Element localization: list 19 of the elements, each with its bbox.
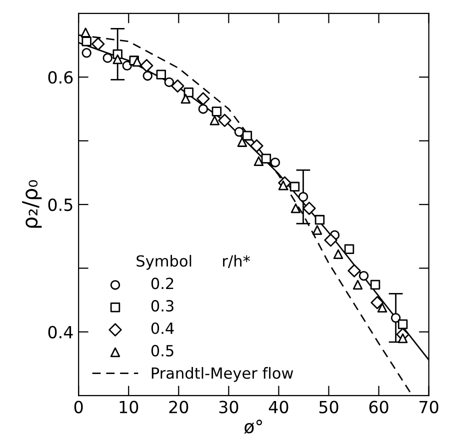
x-tick-label: 40 bbox=[268, 400, 288, 414]
x-tick-label: 30 bbox=[219, 400, 238, 414]
y-tick-label: 0.6 bbox=[48, 71, 73, 84]
x-axis-title: ø° bbox=[244, 420, 262, 434]
x-tick-label: 10 bbox=[120, 400, 138, 414]
legend-label: 0.2 bbox=[151, 278, 174, 290]
x-tick-label: 20 bbox=[169, 400, 188, 414]
x-tick-label: 70 bbox=[420, 400, 438, 414]
x-tick-label: 60 bbox=[369, 400, 388, 414]
legend-label: 0.4 bbox=[151, 322, 174, 334]
legend-label: 0.3 bbox=[151, 300, 174, 312]
x-tick-label: 0 bbox=[74, 400, 83, 414]
legend-title: Symbol r/h* bbox=[136, 254, 250, 270]
x-tick-label: 50 bbox=[319, 400, 338, 414]
legend-label: Prandtl-Meyer flow bbox=[152, 367, 294, 382]
legend-label: 0.5 bbox=[151, 344, 174, 356]
y-axis-title: ρ₂/ρ₀ bbox=[22, 180, 42, 228]
y-tick-label: 0.4 bbox=[48, 326, 73, 338]
y-tick-label: 0.5 bbox=[48, 198, 72, 212]
